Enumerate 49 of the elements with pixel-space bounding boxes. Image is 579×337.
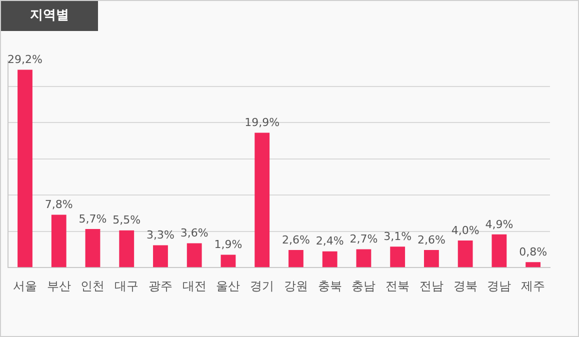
bar	[220, 254, 236, 268]
x-tick-label: 부산	[46, 279, 71, 294]
x-tick-label: 대구	[114, 279, 139, 294]
x-tick-label: 대전	[182, 279, 206, 294]
data-label: 1,9%	[214, 238, 242, 252]
bar	[288, 250, 304, 268]
x-tick-label: 제주	[521, 279, 546, 294]
x-tick-label: 서울	[13, 279, 37, 294]
x-tick-label: 강원	[284, 279, 308, 294]
data-label: 29,2%	[8, 53, 42, 66]
data-label: 2,7%	[350, 232, 378, 246]
bar	[322, 251, 338, 268]
x-tick-label: 광주	[148, 279, 172, 294]
x-tick-label: 경남	[487, 279, 512, 294]
data-label: 4,9%	[485, 218, 514, 231]
data-label: 7,8%	[44, 198, 73, 212]
bar	[390, 246, 406, 268]
bar	[492, 234, 507, 268]
bar	[254, 132, 270, 268]
data-label: 3,6%	[180, 226, 208, 240]
bar	[18, 70, 32, 268]
x-tick-label: 전남	[419, 279, 444, 294]
x-tick-label: 충남	[352, 279, 376, 294]
data-label: 2,6%	[417, 233, 446, 246]
data-label: 0,8%	[519, 246, 548, 259]
bar	[356, 249, 372, 268]
bar	[526, 262, 541, 268]
bar	[186, 243, 202, 268]
x-tick-label: 인천	[80, 279, 105, 294]
x-tick-label: 울산	[216, 279, 240, 294]
bar	[458, 240, 473, 268]
bar	[424, 250, 439, 268]
x-tick-label: 충북	[318, 279, 342, 294]
data-label: 5,5%	[112, 214, 141, 227]
data-label: 2,6%	[282, 233, 310, 246]
data-label: 5,7%	[78, 212, 107, 226]
x-tick-label: 경북	[453, 279, 478, 294]
data-label: 4,0%	[451, 224, 480, 237]
data-label: 19,9%	[244, 116, 280, 130]
bar	[153, 245, 168, 268]
data-label: 3,3%	[146, 228, 174, 242]
bar	[51, 214, 66, 268]
data-label: 2,4%	[316, 234, 344, 248]
data-label: 3,1%	[384, 230, 412, 243]
chart-title: 지역별	[1, 1, 98, 31]
bar	[119, 230, 134, 268]
x-tick-label: 경기	[250, 279, 274, 294]
x-tick-label: 전북	[386, 279, 410, 294]
bar	[85, 228, 100, 268]
